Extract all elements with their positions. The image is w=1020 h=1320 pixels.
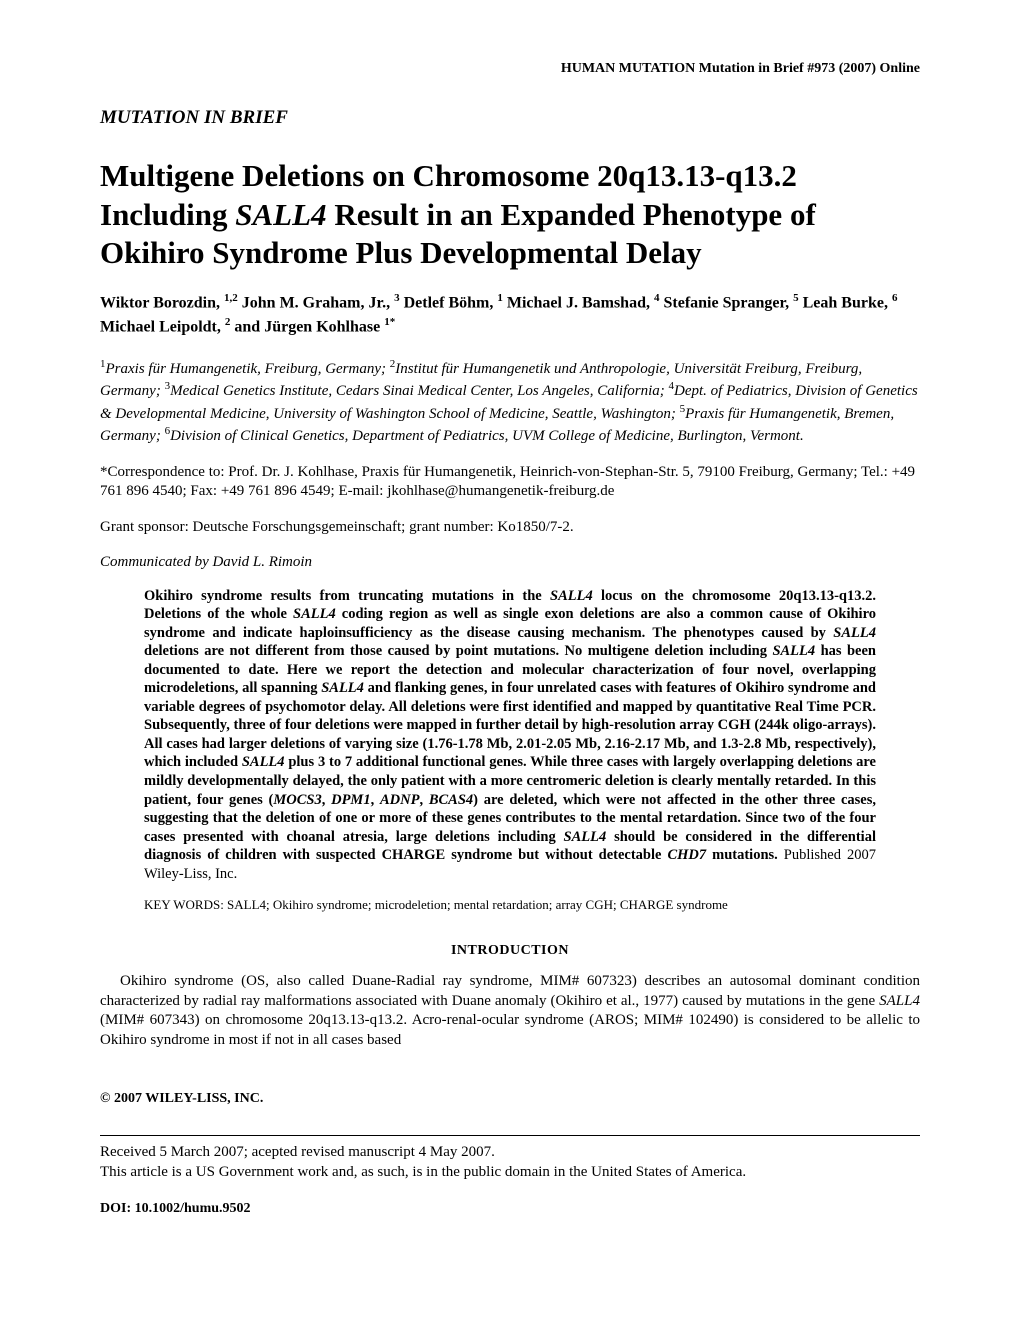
article-title: Multigene Deletions on Chromosome 20q13.… (100, 157, 920, 273)
authors: Wiktor Borozdin, 1,2 John M. Graham, Jr.… (100, 291, 920, 338)
introduction-body: Okihiro syndrome (OS, also called Duane-… (100, 972, 920, 1050)
copyright: © 2007 WILEY-LISS, INC. (100, 1090, 920, 1108)
title-gene: SALL4 (235, 197, 326, 232)
affiliations: 1Praxis für Humangenetik, Freiburg, Germ… (100, 357, 920, 447)
journal-header: HUMAN MUTATION Mutation in Brief #973 (2… (100, 60, 920, 78)
abstract: Okihiro syndrome results from truncating… (144, 587, 876, 884)
divider (100, 1135, 920, 1136)
correspondence: *Correspondence to: Prof. Dr. J. Kohlhas… (100, 463, 920, 502)
introduction-heading: INTRODUCTION (100, 942, 920, 960)
received-info: Received 5 March 2007; acepted revised m… (100, 1142, 920, 1183)
keywords: KEY WORDS: SALL4; Okihiro syndrome; micr… (144, 897, 876, 914)
section-label: MUTATION IN BRIEF (100, 106, 920, 131)
doi: DOI: 10.1002/humu.9502 (100, 1200, 920, 1218)
grant-sponsor: Grant sponsor: Deutsche Forschungsgemein… (100, 518, 920, 538)
communicated-by: Communicated by David L. Rimoin (100, 553, 920, 573)
